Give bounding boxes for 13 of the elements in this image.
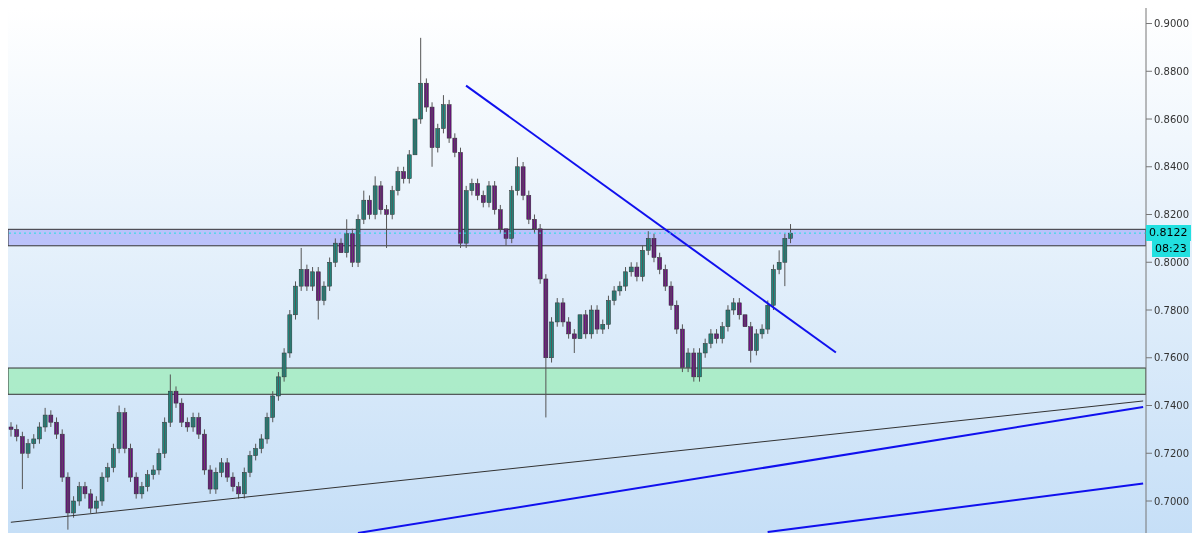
y-tick-label: 0.7800 <box>1154 304 1189 316</box>
y-tick-label: 0.7400 <box>1154 400 1189 412</box>
y-tick-label: 0.8800 <box>1154 65 1189 77</box>
y-tick-label: 0.8000 <box>1154 256 1189 268</box>
ref-line-label: 0.8122 <box>1146 225 1191 242</box>
y-tick-label: 0.8600 <box>1154 113 1189 125</box>
y-tick-label: 0.7600 <box>1154 352 1189 364</box>
y-tick-label: 0.9000 <box>1154 18 1189 30</box>
text: 08:23 <box>1152 241 1190 258</box>
y-tick-label: 0.7200 <box>1154 447 1189 459</box>
y-tick-label: 0.8200 <box>1154 209 1189 221</box>
y-tick-label: 0.8400 <box>1154 161 1189 173</box>
y-tick-label: 0.7000 <box>1154 495 1189 507</box>
